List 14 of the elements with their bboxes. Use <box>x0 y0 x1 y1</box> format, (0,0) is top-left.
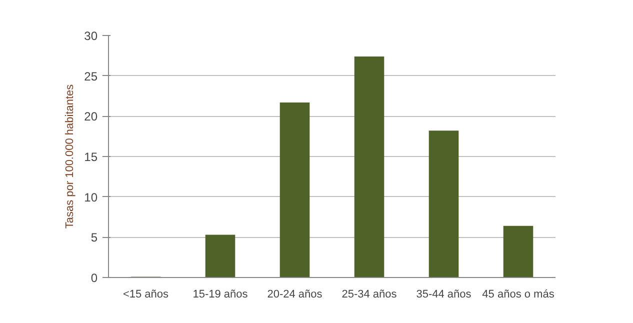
x-tick-label: <15 años <box>122 288 170 300</box>
y-tick-label: 15 <box>84 150 98 164</box>
x-tick-label: 15-19 años <box>192 288 248 300</box>
y-tick-label: 25 <box>84 69 98 84</box>
x-tick-label: 45 años o más <box>482 288 555 300</box>
y-tick-label: 10 <box>84 190 98 204</box>
y-axis-title: Tasas por 100.000 habitantes <box>64 84 76 229</box>
x-tick-label: 20-24 años <box>267 288 323 300</box>
y-tick-label: 5 <box>90 230 98 245</box>
y-tick-label: 30 <box>84 29 98 43</box>
y-tick-label: 0 <box>90 271 98 285</box>
y-tick-label: 20 <box>84 110 98 124</box>
x-tick-label: 35-44 años <box>416 288 472 300</box>
x-tick-label: 25-34 años <box>342 288 398 300</box>
